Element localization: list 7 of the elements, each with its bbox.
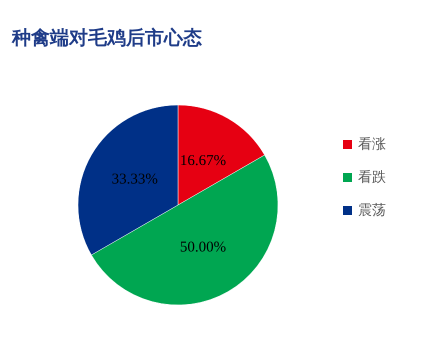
- legend-label: 震荡: [358, 202, 386, 219]
- data-label: 16.67%: [180, 153, 226, 170]
- data-label: 33.33%: [112, 171, 158, 188]
- chart-title: 种禽端对毛鸡后市心态: [11, 27, 202, 49]
- data-label: 50.00%: [180, 240, 226, 256]
- legend-label: 看跌: [358, 170, 386, 186]
- legend-label: 看涨: [358, 136, 386, 153]
